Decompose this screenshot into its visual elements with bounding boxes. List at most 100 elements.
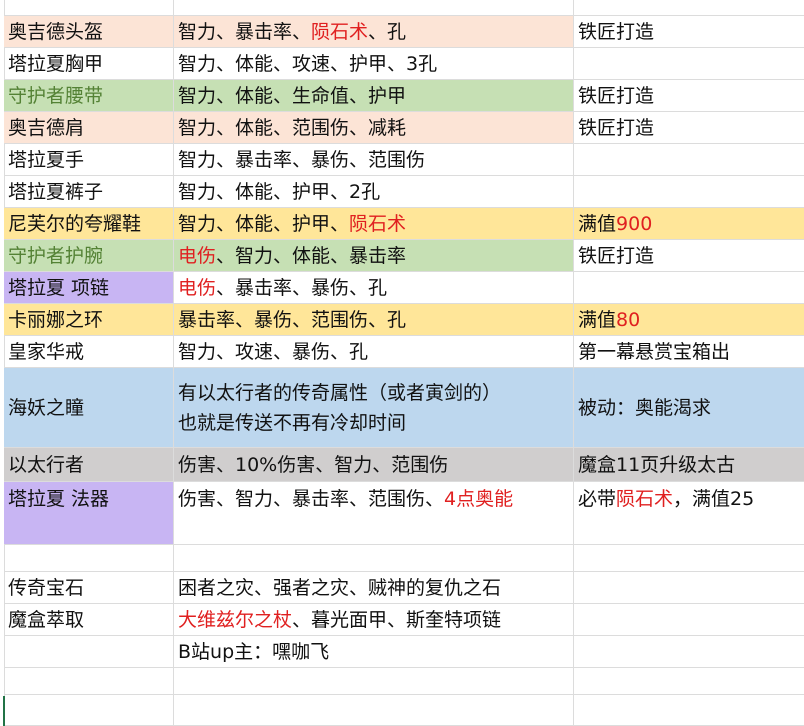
item-name-cell[interactable]: 守护者护腕 (4, 240, 174, 271)
notes-cell[interactable] (574, 144, 804, 175)
cell-text-line: 智力、体能、护甲、2孔 (178, 177, 569, 207)
attributes-cell[interactable]: 伤害、智力、暴击率、范围伤、4点奥能 (174, 482, 574, 544)
cell-text-line: 智力、体能、护甲、陨石术 (178, 209, 569, 239)
item-name-cell[interactable] (4, 0, 174, 15)
cell-text-line: 满值80 (578, 305, 800, 335)
highlighted-text: 4点奥能 (444, 488, 514, 510)
attributes-cell[interactable]: 智力、体能、范围伤、减耗 (174, 112, 574, 143)
item-name-cell[interactable]: 塔拉夏 法器 (4, 482, 174, 544)
attributes-cell[interactable]: 大维兹尔之杖、暮光面甲、斯奎特项链 (174, 604, 574, 635)
cell-text: 满值 (578, 212, 617, 235)
item-name-cell[interactable]: 奥吉德头盔 (4, 16, 174, 47)
item-name-cell[interactable]: 以太行者 (4, 448, 174, 481)
cell-text-line: 也就是传送不再有冷却时间 (178, 408, 569, 438)
table-row: 守护者腰带 智力、体能、生命值、护甲 铁匠打造 (4, 80, 804, 112)
attributes-cell[interactable]: 电伤、暴击率、暴伤、孔 (174, 272, 574, 303)
notes-cell[interactable]: 魔盒11页升级太古 (574, 448, 804, 481)
notes-cell[interactable] (574, 0, 804, 15)
notes-cell[interactable]: 满值80 (574, 304, 804, 335)
item-name-cell[interactable]: 塔拉夏裤子 (4, 176, 174, 207)
table-row: 以太行者 伤害、10%伤害、智力、范围伤 魔盒11页升级太古 (4, 448, 804, 482)
cell-text-line: 卡丽娜之环 (8, 305, 169, 335)
notes-cell[interactable] (574, 695, 804, 725)
attributes-cell[interactable]: 伤害、10%伤害、智力、范围伤 (174, 448, 574, 481)
cell-text-line: 守护者腰带 (8, 81, 169, 111)
attributes-cell[interactable] (174, 0, 574, 15)
attributes-cell[interactable]: 智力、体能、护甲、2孔 (174, 176, 574, 207)
notes-cell[interactable]: 铁匠打造 (574, 240, 804, 271)
cell-text-line: 守护者护腕 (8, 241, 169, 271)
cell-text-line: 魔盒11页升级太古 (578, 450, 800, 480)
item-name-cell[interactable]: 塔拉夏胸甲 (4, 48, 174, 79)
item-name-cell[interactable]: 皇家华戒 (4, 336, 174, 367)
cell-text-line: 魔盒萃取 (8, 605, 169, 635)
cell-text: 守护者护腕 (8, 244, 104, 267)
cell-text: 塔拉夏裤子 (8, 180, 104, 203)
item-name-cell[interactable]: 塔拉夏手 (4, 144, 174, 175)
item-name-cell[interactable] (4, 545, 174, 571)
cell-text: 尼芙尔的夸耀鞋 (8, 212, 142, 235)
cell-text: 魔盒萃取 (8, 608, 85, 631)
item-name-cell[interactable] (4, 668, 174, 694)
notes-cell[interactable] (574, 272, 804, 303)
cell-text-line: 被动：奥能渴求 (578, 393, 800, 423)
notes-cell[interactable]: 必带陨石术，满值25 (574, 482, 804, 544)
notes-cell[interactable]: 铁匠打造 (574, 112, 804, 143)
notes-cell[interactable] (574, 636, 804, 667)
attributes-cell[interactable]: 智力、攻速、暴伤、孔 (174, 336, 574, 367)
attributes-cell[interactable] (174, 668, 574, 694)
table-row (4, 668, 804, 695)
cell-text-line: B站up主：嘿咖飞 (178, 637, 569, 667)
highlighted-text: 900 (616, 212, 653, 235)
attributes-cell[interactable]: 智力、体能、攻速、护甲、3孔 (174, 48, 574, 79)
item-name-cell[interactable] (4, 636, 174, 667)
notes-cell[interactable]: 满值900 (574, 208, 804, 239)
item-name-cell[interactable]: 尼芙尔的夸耀鞋 (4, 208, 174, 239)
cell-text-line: 奥吉德肩 (8, 113, 169, 143)
cell-text: 暴击率、暴伤、范围伤、孔 (178, 308, 407, 331)
attributes-cell[interactable]: 智力、暴击率、陨石术、孔 (174, 16, 574, 47)
cell-text: 智力、体能、范围伤、减耗 (178, 116, 407, 139)
cell-text: 铁匠打造 (578, 84, 655, 107)
table-row (4, 0, 804, 16)
notes-cell[interactable]: 被动：奥能渴求 (574, 368, 804, 447)
notes-cell[interactable]: 铁匠打造 (574, 80, 804, 111)
item-name-cell[interactable]: 塔拉夏 项链 (4, 272, 174, 303)
attributes-cell[interactable]: 智力、暴击率、暴伤、范围伤 (174, 144, 574, 175)
item-name-cell[interactable]: 奥吉德肩 (4, 112, 174, 143)
attributes-cell[interactable]: 有以太行者的传奇属性（或者寅剑的） 也就是传送不再有冷却时间 (174, 368, 574, 447)
notes-cell[interactable] (574, 545, 804, 571)
item-name-cell[interactable]: 守护者腰带 (4, 80, 174, 111)
cell-text: 卡丽娜之环 (8, 308, 104, 331)
notes-cell[interactable] (574, 668, 804, 694)
notes-cell[interactable] (574, 604, 804, 635)
attributes-cell[interactable]: 电伤、智力、体能、暴击率 (174, 240, 574, 271)
attributes-cell[interactable]: 智力、体能、护甲、陨石术 (174, 208, 574, 239)
item-name-cell[interactable] (4, 695, 174, 725)
table-row: 传奇宝石 困者之灾、强者之灾、贼神的复仇之石 (4, 572, 804, 604)
cell-text: 有以太行者的传奇属性（或者寅剑的） (178, 381, 502, 404)
notes-cell[interactable]: 第一幕悬赏宝箱出 (574, 336, 804, 367)
attributes-cell[interactable] (174, 545, 574, 571)
attributes-cell[interactable]: 暴击率、暴伤、范围伤、孔 (174, 304, 574, 335)
cell-text: 奥吉德肩 (8, 116, 85, 139)
cell-text-line: 必带陨石术，满值25 (578, 484, 800, 514)
item-name-cell[interactable]: 卡丽娜之环 (4, 304, 174, 335)
attributes-cell[interactable]: B站up主：嘿咖飞 (174, 636, 574, 667)
item-name-cell[interactable]: 传奇宝石 (4, 572, 174, 603)
cell-text-line: 伤害、智力、暴击率、范围伤、4点奥能 (178, 484, 569, 514)
notes-cell[interactable]: 铁匠打造 (574, 16, 804, 47)
item-name-cell[interactable]: 魔盒萃取 (4, 604, 174, 635)
cell-text: 满值 (578, 308, 617, 331)
table-row: 海妖之瞳 有以太行者的传奇属性（或者寅剑的） 也就是传送不再有冷却时间 被动：奥能渴求 (4, 368, 804, 448)
notes-cell[interactable] (574, 48, 804, 79)
attributes-cell[interactable]: 困者之灾、强者之灾、贼神的复仇之石 (174, 572, 574, 603)
attributes-cell[interactable] (174, 695, 574, 725)
cell-text: ，满值25 (673, 488, 755, 510)
notes-cell[interactable] (574, 176, 804, 207)
attributes-cell[interactable]: 智力、体能、生命值、护甲 (174, 80, 574, 111)
cell-text-line: 第一幕悬赏宝箱出 (578, 337, 800, 367)
cell-text-line: 奥吉德头盔 (8, 17, 169, 47)
notes-cell[interactable] (574, 572, 804, 603)
item-name-cell[interactable]: 海妖之瞳 (4, 368, 174, 447)
